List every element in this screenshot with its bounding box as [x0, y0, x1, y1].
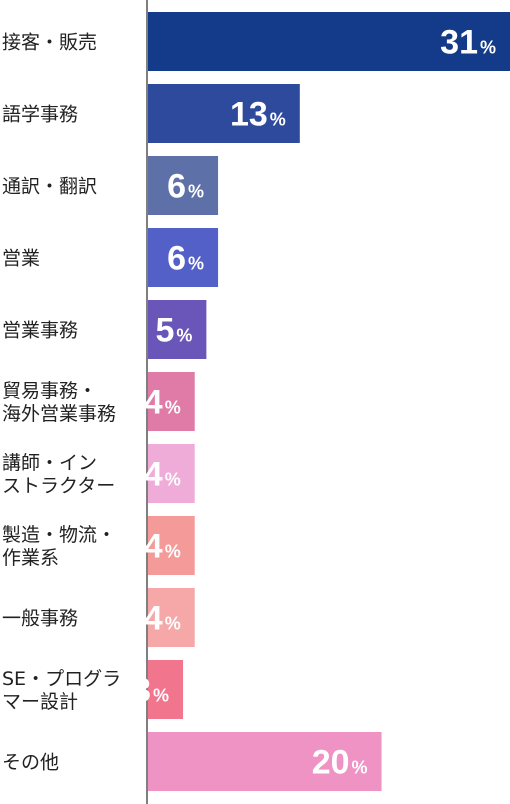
value-number-5: 4: [144, 384, 163, 422]
value-number-8: 4: [144, 600, 163, 638]
value-unit-0: %: [480, 38, 496, 58]
category-label-9-line-0: SE・プログラ: [2, 668, 121, 690]
category-label-10: その他: [2, 752, 59, 774]
category-label-8: 一般事務: [2, 608, 78, 630]
category-label-7-line-1: 作業系: [2, 547, 59, 569]
value-number-0: 31: [440, 24, 478, 62]
value-label-0: 31%: [440, 24, 496, 62]
bar-2: [148, 156, 219, 215]
value-label-4: 5%: [155, 312, 192, 350]
value-unit-6: %: [165, 470, 181, 490]
category-label-1: 語学事務: [2, 104, 78, 126]
bar-0: [148, 12, 510, 71]
bar-3: [148, 228, 219, 287]
value-unit-4: %: [176, 326, 192, 346]
category-label-3: 営業: [2, 248, 40, 270]
value-unit-3: %: [188, 254, 204, 274]
value-label-8: 4%: [144, 600, 181, 638]
value-unit-2: %: [188, 182, 204, 202]
value-number-4: 5: [155, 312, 174, 350]
bar-9: [148, 660, 184, 719]
value-unit-5: %: [165, 398, 181, 418]
value-unit-7: %: [165, 542, 181, 562]
category-label-0: 接客・販売: [2, 32, 97, 54]
value-label-7: 4%: [144, 528, 181, 566]
bar-4: [148, 300, 207, 359]
value-label-10: 20%: [312, 744, 368, 782]
value-number-3: 6: [167, 240, 186, 278]
bars-group: [148, 12, 510, 791]
value-label-6: 4%: [144, 456, 181, 494]
category-label-7-line-0: 製造・物流・: [2, 524, 116, 546]
value-label-3: 6%: [167, 240, 204, 278]
value-number-1: 13: [230, 96, 268, 134]
category-label-4: 営業事務: [2, 320, 78, 342]
value-number-9: 3: [132, 672, 151, 710]
bar-6: [148, 444, 195, 503]
category-labels-group: 接客・販売語学事務通訳・翻訳営業営業事務貿易事務・海外営業事務講師・インストラク…: [2, 32, 121, 774]
bar-5: [148, 372, 195, 431]
value-number-7: 4: [144, 528, 163, 566]
value-number-2: 6: [167, 168, 186, 206]
value-unit-1: %: [270, 110, 286, 130]
category-label-2: 通訳・翻訳: [2, 176, 97, 198]
value-unit-10: %: [352, 758, 368, 778]
value-label-5: 4%: [144, 384, 181, 422]
category-label-5-line-0: 貿易事務・: [2, 380, 97, 402]
value-number-10: 20: [312, 744, 350, 782]
value-label-2: 6%: [167, 168, 204, 206]
category-label-6-line-0: 講師・イン: [2, 452, 97, 474]
category-label-6-line-1: ストラクター: [2, 475, 115, 497]
bar-10: [148, 732, 382, 791]
bar-7: [148, 516, 195, 575]
value-labels-group: 31 %13 %6 %6 %5 %4 %4 %4 %4 %3 %20%: [132, 24, 496, 782]
bar-8: [148, 588, 195, 647]
value-label-9: 3%: [132, 672, 169, 710]
category-label-9-line-1: マー設計: [2, 691, 78, 713]
value-number-6: 4: [144, 456, 163, 494]
value-unit-9: %: [153, 686, 169, 706]
category-label-5-line-1: 海外営業事務: [2, 403, 116, 425]
value-unit-8: %: [165, 614, 181, 634]
value-label-1: 13%: [230, 96, 286, 134]
bar-1: [148, 84, 300, 143]
